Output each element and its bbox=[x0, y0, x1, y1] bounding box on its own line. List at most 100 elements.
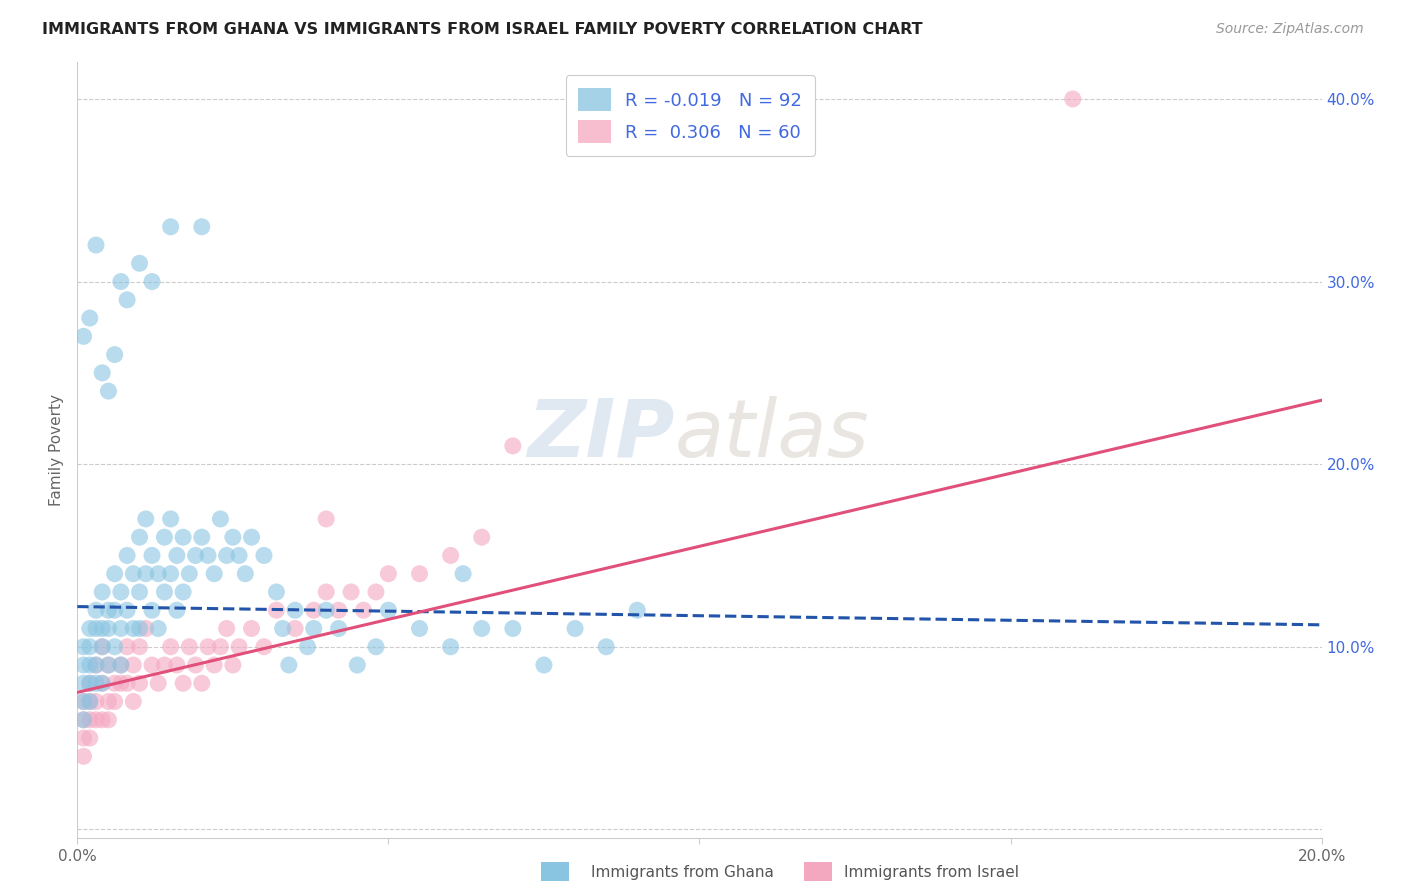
Point bbox=[408, 622, 430, 636]
Point bbox=[110, 585, 132, 599]
Point bbox=[271, 622, 294, 636]
Point bbox=[97, 713, 120, 727]
Point bbox=[104, 676, 127, 690]
Point bbox=[91, 713, 114, 727]
Point bbox=[72, 694, 94, 708]
Point bbox=[315, 512, 337, 526]
Point bbox=[148, 676, 170, 690]
Point bbox=[128, 676, 150, 690]
Point bbox=[315, 585, 337, 599]
Text: atlas: atlas bbox=[675, 396, 869, 474]
Point bbox=[115, 549, 138, 563]
Point bbox=[72, 676, 94, 690]
Point bbox=[104, 603, 127, 617]
Point bbox=[79, 640, 101, 654]
Point bbox=[159, 640, 181, 654]
Point bbox=[202, 566, 225, 581]
Point bbox=[72, 658, 94, 673]
Point bbox=[179, 566, 201, 581]
Point bbox=[215, 549, 238, 563]
Point bbox=[353, 603, 375, 617]
Point bbox=[79, 658, 101, 673]
Point bbox=[471, 622, 494, 636]
Point bbox=[84, 622, 107, 636]
Point bbox=[110, 658, 132, 673]
Point bbox=[533, 658, 555, 673]
Point bbox=[84, 238, 107, 252]
Point bbox=[222, 530, 245, 544]
Point bbox=[84, 658, 107, 673]
Point bbox=[159, 566, 181, 581]
Point bbox=[91, 640, 114, 654]
Point bbox=[172, 585, 194, 599]
Point bbox=[79, 694, 101, 708]
Y-axis label: Family Poverty: Family Poverty bbox=[49, 394, 65, 507]
Point bbox=[209, 640, 232, 654]
Point bbox=[190, 219, 214, 234]
Point bbox=[72, 731, 94, 745]
Point bbox=[141, 603, 163, 617]
Point bbox=[91, 676, 114, 690]
Point bbox=[79, 622, 101, 636]
Point bbox=[1062, 92, 1084, 106]
Point bbox=[202, 658, 225, 673]
Point bbox=[172, 676, 194, 690]
Point bbox=[364, 585, 387, 599]
Point bbox=[79, 676, 101, 690]
Point bbox=[172, 530, 194, 544]
Point bbox=[110, 676, 132, 690]
Point bbox=[72, 640, 94, 654]
Point bbox=[595, 640, 617, 654]
Point bbox=[115, 676, 138, 690]
Point bbox=[228, 549, 250, 563]
Point bbox=[141, 275, 163, 289]
Point bbox=[240, 622, 263, 636]
Point bbox=[190, 530, 214, 544]
Point bbox=[79, 311, 101, 326]
Point bbox=[91, 366, 114, 380]
Text: Immigrants from Israel: Immigrants from Israel bbox=[844, 865, 1018, 880]
Point bbox=[79, 676, 101, 690]
Point bbox=[135, 512, 157, 526]
Point bbox=[79, 731, 101, 745]
Point bbox=[439, 640, 461, 654]
Point bbox=[128, 640, 150, 654]
Point bbox=[115, 640, 138, 654]
Point bbox=[128, 622, 150, 636]
Point bbox=[97, 658, 120, 673]
Point bbox=[502, 439, 524, 453]
Point bbox=[302, 603, 325, 617]
Point bbox=[84, 603, 107, 617]
Point bbox=[153, 530, 176, 544]
Point bbox=[197, 640, 219, 654]
Point bbox=[110, 275, 132, 289]
Point bbox=[97, 694, 120, 708]
Point bbox=[72, 713, 94, 727]
Point bbox=[159, 219, 181, 234]
Point bbox=[84, 658, 107, 673]
Point bbox=[346, 658, 368, 673]
Point bbox=[377, 603, 399, 617]
Point bbox=[97, 384, 120, 398]
Point bbox=[97, 622, 120, 636]
Point bbox=[97, 658, 120, 673]
Point bbox=[408, 566, 430, 581]
Point bbox=[72, 713, 94, 727]
Point bbox=[253, 640, 276, 654]
Point bbox=[328, 603, 350, 617]
Point bbox=[110, 658, 132, 673]
Point bbox=[148, 566, 170, 581]
Point bbox=[122, 658, 145, 673]
Point bbox=[340, 585, 363, 599]
Point bbox=[233, 566, 256, 581]
Point bbox=[153, 658, 176, 673]
Point bbox=[135, 622, 157, 636]
Point bbox=[166, 603, 188, 617]
Point bbox=[240, 530, 263, 544]
Point bbox=[184, 549, 207, 563]
Point bbox=[91, 585, 114, 599]
Point bbox=[84, 694, 107, 708]
Point bbox=[104, 348, 127, 362]
Point bbox=[79, 694, 101, 708]
Point bbox=[502, 622, 524, 636]
